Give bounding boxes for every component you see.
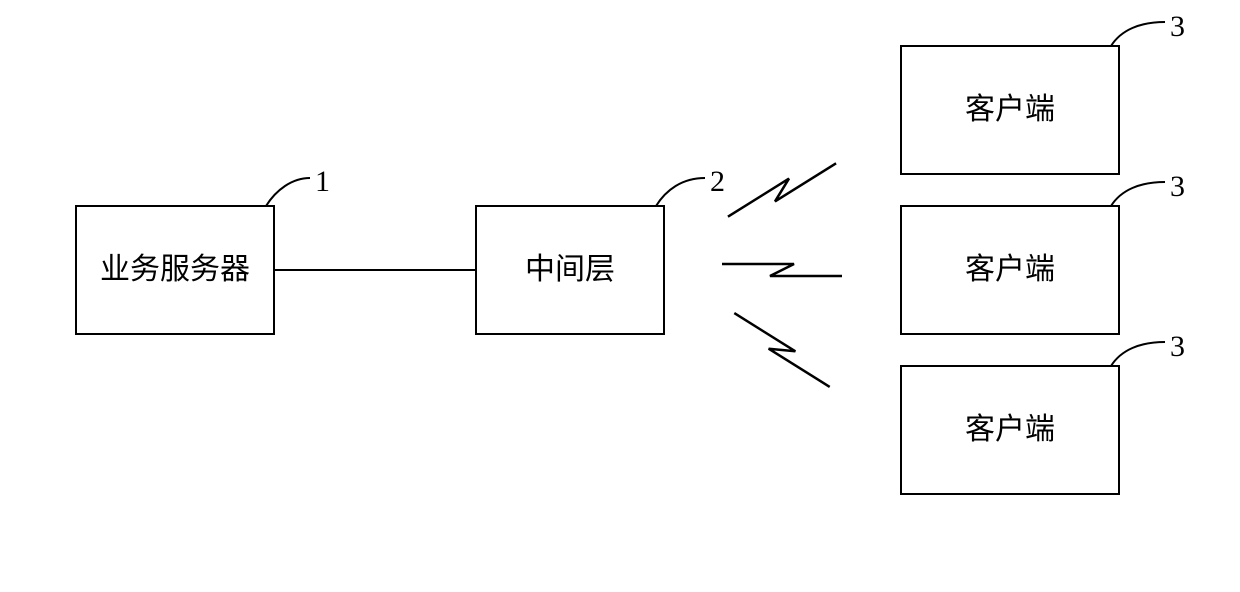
node-client-2: 客户端 [900, 205, 1120, 335]
callout-hook-3b [1111, 182, 1165, 206]
node-client-3: 客户端 [900, 365, 1120, 495]
callout-hook-1 [266, 178, 310, 206]
callout-hook-2 [656, 178, 705, 206]
node-server: 业务服务器 [75, 205, 275, 335]
wireless-icon-2 [722, 264, 842, 276]
node-middle-label: 中间层 [525, 252, 615, 288]
callout-hook-3a [1111, 22, 1165, 46]
callout-label-1: 1 [315, 165, 330, 199]
callout-label-3c: 3 [1170, 330, 1185, 364]
callout-label-3a: 3 [1170, 10, 1185, 44]
node-server-label: 业务服务器 [100, 252, 250, 288]
node-client-3-label: 客户端 [965, 412, 1055, 448]
callout-hook-3c [1111, 342, 1165, 366]
node-client-1-label: 客户端 [965, 92, 1055, 128]
wireless-icon-3 [728, 313, 836, 387]
node-middle: 中间层 [475, 205, 665, 335]
wireless-icon-1 [728, 153, 836, 227]
diagram-canvas: 业务服务器 中间层 客户端 客户端 客户端 1 2 3 3 3 [0, 0, 1240, 592]
node-client-1: 客户端 [900, 45, 1120, 175]
node-client-2-label: 客户端 [965, 252, 1055, 288]
callout-label-3b: 3 [1170, 170, 1185, 204]
callout-label-2: 2 [710, 165, 725, 199]
